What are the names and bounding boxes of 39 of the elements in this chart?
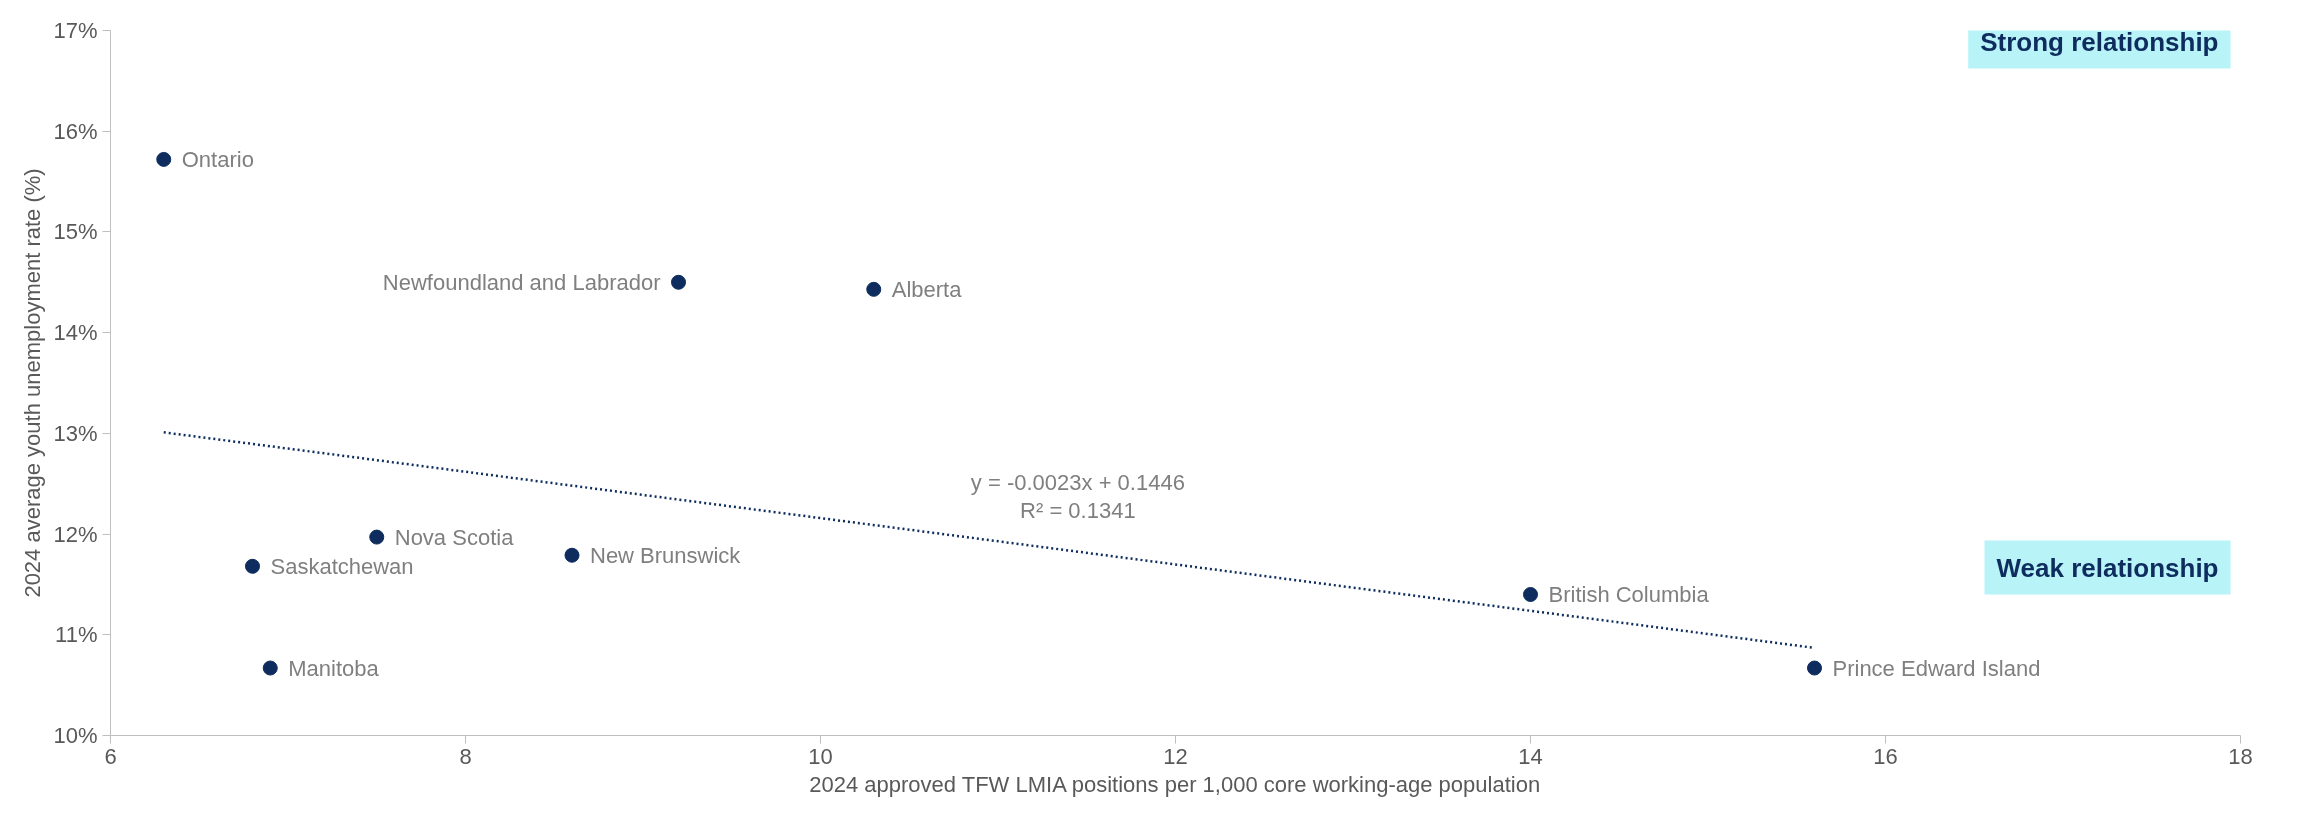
point (156, 151, 172, 167)
series-label: Nova Scotia (394, 524, 515, 550)
series-label: New Brunswick (590, 542, 742, 568)
y-tick-label: 10% (53, 723, 98, 748)
series-label: Prince Edward Island (1832, 655, 2041, 681)
series-label: British Columbia (1548, 582, 1710, 607)
point (866, 281, 882, 297)
y-tick-label: 15% (53, 219, 98, 245)
point (369, 529, 385, 545)
point (671, 274, 686, 290)
point (245, 558, 260, 574)
x-tick-label: 10 (808, 743, 833, 769)
x-tick-label: 18 (2228, 743, 2253, 769)
y-tick-label: 13% (53, 420, 98, 446)
x-tick-label: 16 (1873, 743, 1898, 769)
point (1523, 587, 1538, 602)
x-axis-title: 2024 approved TFW LMIA positions per 1,000 core working-age population (809, 771, 1541, 797)
x-tick-label: 8 (459, 743, 472, 769)
point (564, 547, 580, 563)
y-tick-label: 12% (53, 521, 98, 547)
x-tick-label: 6 (104, 743, 117, 769)
series-label: Alberta (891, 276, 963, 302)
annotation: Weak relationship (1996, 552, 2219, 583)
point (262, 660, 278, 676)
annotation: y = -0.0023x + 0.1446 (970, 470, 1185, 496)
point (1807, 660, 1822, 676)
y-tick-label: 14% (53, 320, 98, 346)
x-tick-label: 14 (1518, 743, 1543, 769)
y-tick-label: 17% (53, 18, 98, 43)
series-label: Ontario (181, 146, 254, 172)
y-axis-title: 2024 average youth unemployment rate (%) (20, 168, 46, 598)
y-tick-label: 11% (55, 622, 98, 648)
x-tick-label: 12 (1163, 743, 1188, 769)
y-tick-label: 16% (53, 118, 98, 144)
series-label: Newfoundland and Labrador (382, 269, 661, 295)
series-label: Manitoba (288, 655, 380, 681)
annotation: R² = 0.1341 (1020, 498, 1136, 524)
series-label: Saskatchewan (270, 553, 414, 579)
annotation: Strong relationship (1980, 26, 2219, 57)
